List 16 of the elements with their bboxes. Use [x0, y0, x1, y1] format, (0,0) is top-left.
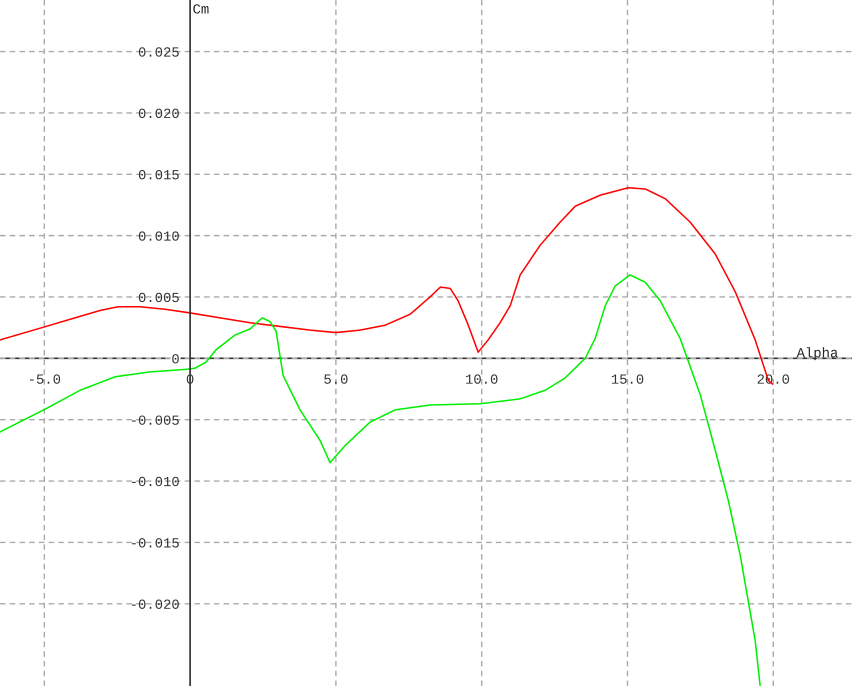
x-tick-label: 15.0: [612, 374, 644, 384]
y-tick-label: 0.005: [138, 292, 179, 302]
y-tick-label: -0.020: [132, 600, 179, 609]
y-axis-title: Cm: [193, 4, 209, 14]
x-tick-label: 5.0: [324, 374, 348, 384]
x-tick-label: -5.0: [30, 374, 60, 384]
y-tick-label: 0.015: [138, 170, 179, 180]
y-tick-label: -0.015: [132, 538, 179, 548]
x-tick-label: 10.0: [466, 374, 498, 384]
y-tick-label: -0.010: [132, 476, 179, 486]
y-tick-label: 0.025: [138, 47, 179, 57]
y-tick-label: -0.005: [132, 415, 179, 425]
y-tick-label: 0.010: [138, 231, 179, 241]
y-tick-label: 0.020: [138, 108, 179, 118]
y-tick-label: 0: [172, 354, 179, 364]
x-axis-title: Alpha: [796, 347, 838, 360]
